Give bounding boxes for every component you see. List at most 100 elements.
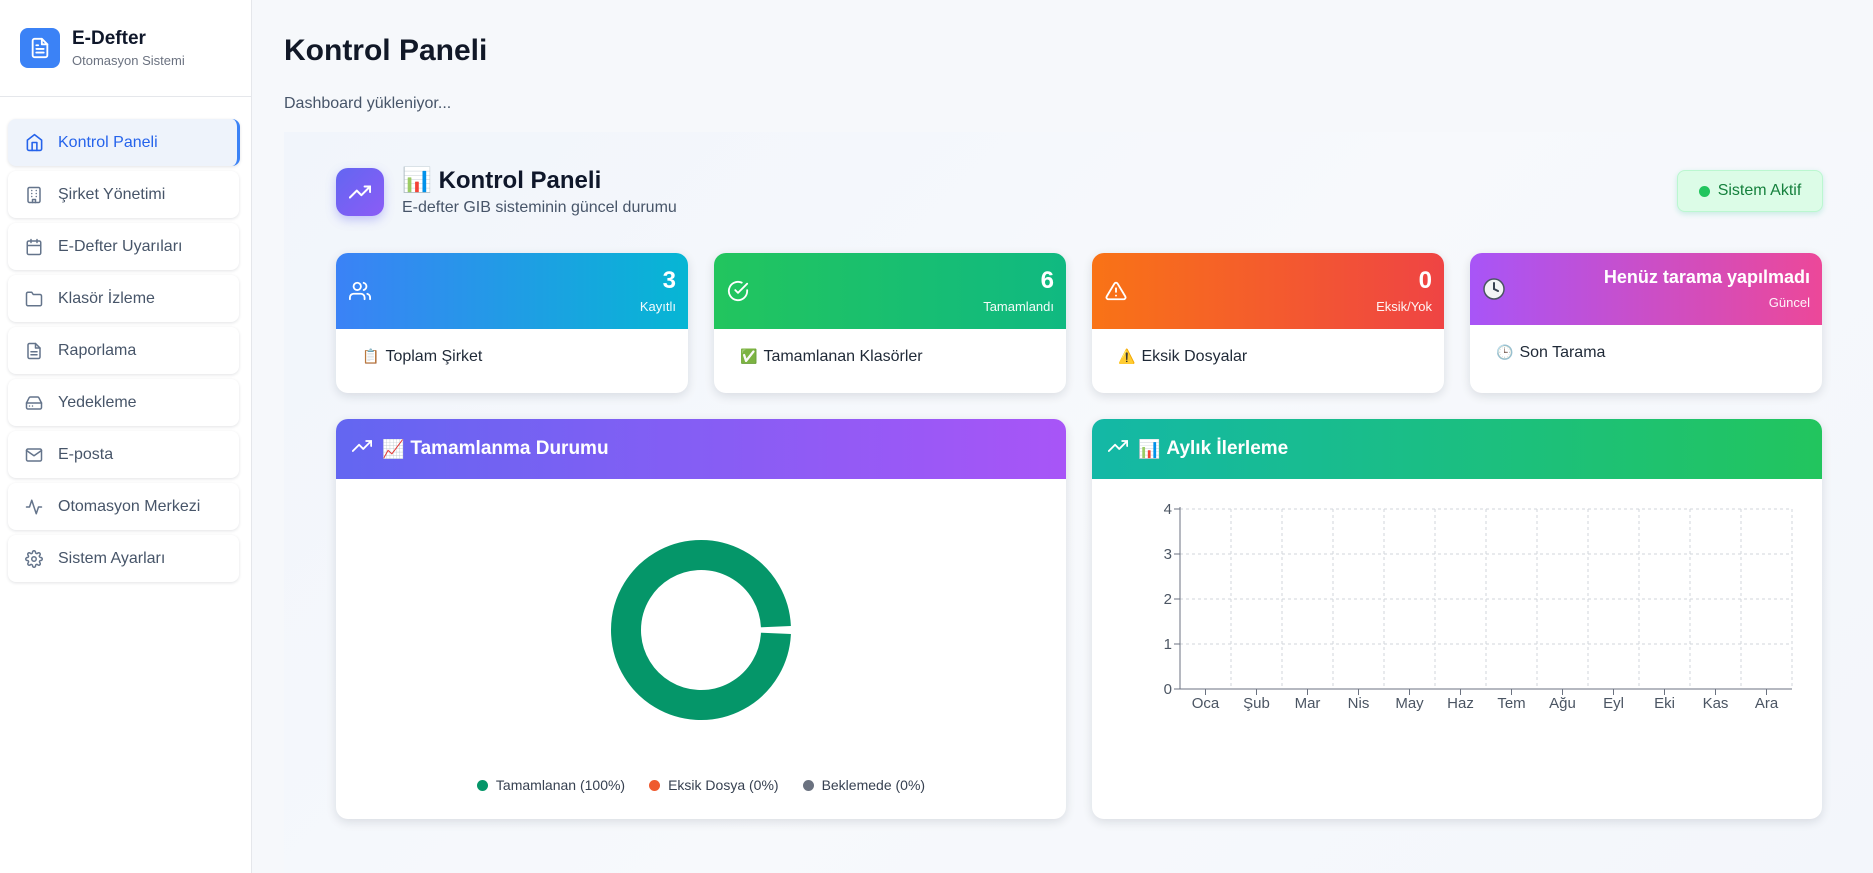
main-content: Kontrol Paneli Dashboard yükleniyor... 📊… bbox=[252, 0, 1873, 873]
sidebar-item-label: Sistem Ayarları bbox=[58, 549, 166, 567]
monthly-chart-card: 📊 Aylık İlerleme 0 1 2 3 4 Oca Şub Mar Nis May Haz… bbox=[1092, 419, 1822, 819]
brand-subtitle: Otomasyon Sistemi bbox=[72, 53, 185, 68]
sidebar-item-label: Raporlama bbox=[58, 341, 137, 359]
sidebar-item-label: Klasör İzleme bbox=[58, 289, 155, 307]
file-text-icon bbox=[24, 341, 44, 361]
hard-drive-icon bbox=[24, 393, 44, 413]
stat-card-header: 3 Kayıtlı bbox=[336, 253, 688, 329]
sidebar-item-sistem-ayarlari[interactable]: Sistem Ayarları bbox=[8, 535, 239, 582]
stat-label: Eksik Dosyalar bbox=[1141, 348, 1248, 365]
check-mark-icon: ✅ bbox=[740, 348, 758, 364]
sidebar-item-label: Yedekleme bbox=[58, 393, 137, 411]
stat-caption: Güncel bbox=[1768, 295, 1810, 310]
stat-card-companies[interactable]: 3 Kayıtlı 📋 Toplam Şirket bbox=[336, 253, 688, 393]
warning-icon: ⚠️ bbox=[1118, 348, 1136, 364]
users-icon bbox=[348, 279, 372, 303]
stat-label: Toplam Şirket bbox=[385, 348, 483, 365]
y-tick-label: 3 bbox=[1164, 546, 1172, 563]
stat-card-header: 0 Eksik/Yok bbox=[1092, 253, 1444, 329]
stat-value: 3 bbox=[662, 267, 676, 294]
home-icon bbox=[24, 133, 44, 153]
x-tick-label: Ara bbox=[1755, 695, 1779, 712]
sidebar-item-label: Otomasyon Merkezi bbox=[58, 497, 201, 515]
sidebar-item-raporlama[interactable]: Raporlama bbox=[8, 327, 239, 374]
stat-value: 6 bbox=[1040, 267, 1054, 294]
trending-up-icon bbox=[351, 436, 373, 462]
alert-triangle-icon bbox=[1104, 279, 1128, 303]
x-tick-label: Eki bbox=[1654, 695, 1675, 712]
x-tick-label: Ağu bbox=[1549, 695, 1576, 712]
loading-text: Dashboard yükleniyor... bbox=[284, 95, 452, 112]
legend-item[interactable]: Tamamlanan (100%) bbox=[476, 777, 626, 793]
donut-legend: Tamamlanan (100%) Eksik Dosya (0%) Bekle… bbox=[336, 777, 1066, 793]
legend-dot-icon bbox=[802, 779, 814, 791]
x-tick-label: Kas bbox=[1703, 695, 1729, 712]
legend-dot-icon bbox=[649, 779, 661, 791]
chart-emoji-icon: 📊 bbox=[402, 167, 432, 194]
activity-icon bbox=[24, 497, 44, 517]
brand-title: E-Defter bbox=[72, 28, 146, 49]
dashboard-subtitle: E-defter GIB sisteminin güncel durumu bbox=[402, 199, 677, 216]
stat-caption: Tamamlandı bbox=[983, 299, 1054, 314]
clipboard-icon: 📋 bbox=[362, 348, 380, 364]
calendar-icon bbox=[24, 237, 44, 257]
stat-caption: Kayıtlı bbox=[639, 299, 676, 314]
brand: E-Defter Otomasyon Sistemi bbox=[0, 0, 251, 97]
sidebar-item-otomasyon-merkezi[interactable]: Otomasyon Merkezi bbox=[8, 483, 239, 530]
building-icon bbox=[24, 185, 44, 205]
legend-label: Tamamlanan (100%) bbox=[495, 777, 626, 793]
trending-up-icon bbox=[336, 168, 384, 216]
sidebar-item-label: Kontrol Paneli bbox=[58, 133, 158, 151]
x-tick-label: Nis bbox=[1348, 695, 1370, 712]
stat-label: Tamamlanan Klasörler bbox=[763, 348, 923, 365]
monthly-bar-chart: 0 1 2 3 4 Oca Şub Mar Nis May Haz Tem Ağu Eyl Eki Kas Ar… bbox=[1164, 501, 1793, 712]
folder-icon bbox=[24, 289, 44, 309]
sidebar-item-label: Şirket Yönetimi bbox=[58, 185, 166, 203]
y-tick-label: 1 bbox=[1164, 636, 1172, 653]
stat-card-last-scan[interactable]: Henüz tarama yapılmadı Güncel 🕒 Son Taram… bbox=[1470, 253, 1822, 393]
x-tick-label: Mar bbox=[1295, 695, 1321, 712]
completion-chart-header: 📈 Tamamlanma Durumu bbox=[336, 419, 1066, 479]
dashboard-title: 📊 Kontrol Paneli bbox=[402, 166, 601, 195]
clock-emoji-icon: 🕒 bbox=[1496, 344, 1514, 360]
x-tick-label: Haz bbox=[1447, 695, 1474, 712]
legend-item[interactable]: Beklemede (0%) bbox=[802, 777, 926, 793]
completion-chart-card: 📈 Tamamlanma Durumu Tamamlanan (100%) Ek… bbox=[336, 419, 1066, 819]
gear-icon bbox=[24, 549, 44, 569]
dashboard-panel: 📊 Kontrol Paneli E-defter GIB sisteminin… bbox=[284, 132, 1873, 873]
stat-card-missing[interactable]: 0 Eksik/Yok ⚠️ Eksik Dosyalar bbox=[1092, 253, 1444, 393]
donut-slice-tamamlanan bbox=[611, 540, 791, 720]
x-tick-label: May bbox=[1395, 695, 1424, 712]
x-tick-label: Tem bbox=[1497, 695, 1525, 712]
x-tick-label: Oca bbox=[1192, 695, 1220, 712]
y-tick-label: 0 bbox=[1164, 681, 1172, 698]
status-dot-icon bbox=[1698, 185, 1710, 197]
bar-chart-icon: 📊 bbox=[1138, 438, 1161, 459]
stat-value: Henüz tarama yapılmadı bbox=[1603, 267, 1810, 287]
stat-card-header: Henüz tarama yapılmadı Güncel bbox=[1470, 253, 1822, 325]
legend-dot-icon bbox=[476, 779, 488, 791]
chart-increasing-icon: 📈 bbox=[382, 438, 405, 459]
status-badge: Sistem Aktif bbox=[1677, 170, 1823, 212]
page-title: Kontrol Paneli bbox=[284, 34, 488, 67]
sidebar-item-e-defter-uyarilari[interactable]: E-Defter Uyarıları bbox=[8, 223, 239, 270]
sidebar-item-klasor-izleme[interactable]: Klasör İzleme bbox=[8, 275, 239, 322]
stat-caption: Eksik/Yok bbox=[1376, 299, 1432, 314]
sidebar-item-e-posta[interactable]: E-posta bbox=[8, 431, 239, 478]
y-tick-label: 2 bbox=[1164, 591, 1172, 608]
stat-card-header: 6 Tamamlandı bbox=[714, 253, 1066, 329]
stat-card-completed[interactable]: 6 Tamamlandı ✅ Tamamlanan Klasörler bbox=[714, 253, 1066, 393]
legend-item[interactable]: Eksik Dosya (0%) bbox=[649, 777, 779, 793]
stat-label: Son Tarama bbox=[1519, 344, 1606, 361]
sidebar-item-label: E-posta bbox=[58, 445, 114, 463]
check-circle-icon bbox=[726, 279, 750, 303]
legend-label: Beklemede (0%) bbox=[821, 777, 926, 793]
sidebar-item-label: E-Defter Uyarıları bbox=[58, 237, 183, 255]
sidebar-item-yedekleme[interactable]: Yedekleme bbox=[8, 379, 239, 426]
sidebar-item-kontrol-paneli[interactable]: Kontrol Paneli bbox=[8, 119, 240, 166]
sidebar-item-sirket-yonetimi[interactable]: Şirket Yönetimi bbox=[8, 171, 239, 218]
x-tick-label: Şub bbox=[1243, 695, 1270, 712]
donut-chart bbox=[611, 540, 791, 720]
file-text-icon bbox=[20, 28, 60, 68]
legend-label: Eksik Dosya (0%) bbox=[668, 777, 779, 793]
